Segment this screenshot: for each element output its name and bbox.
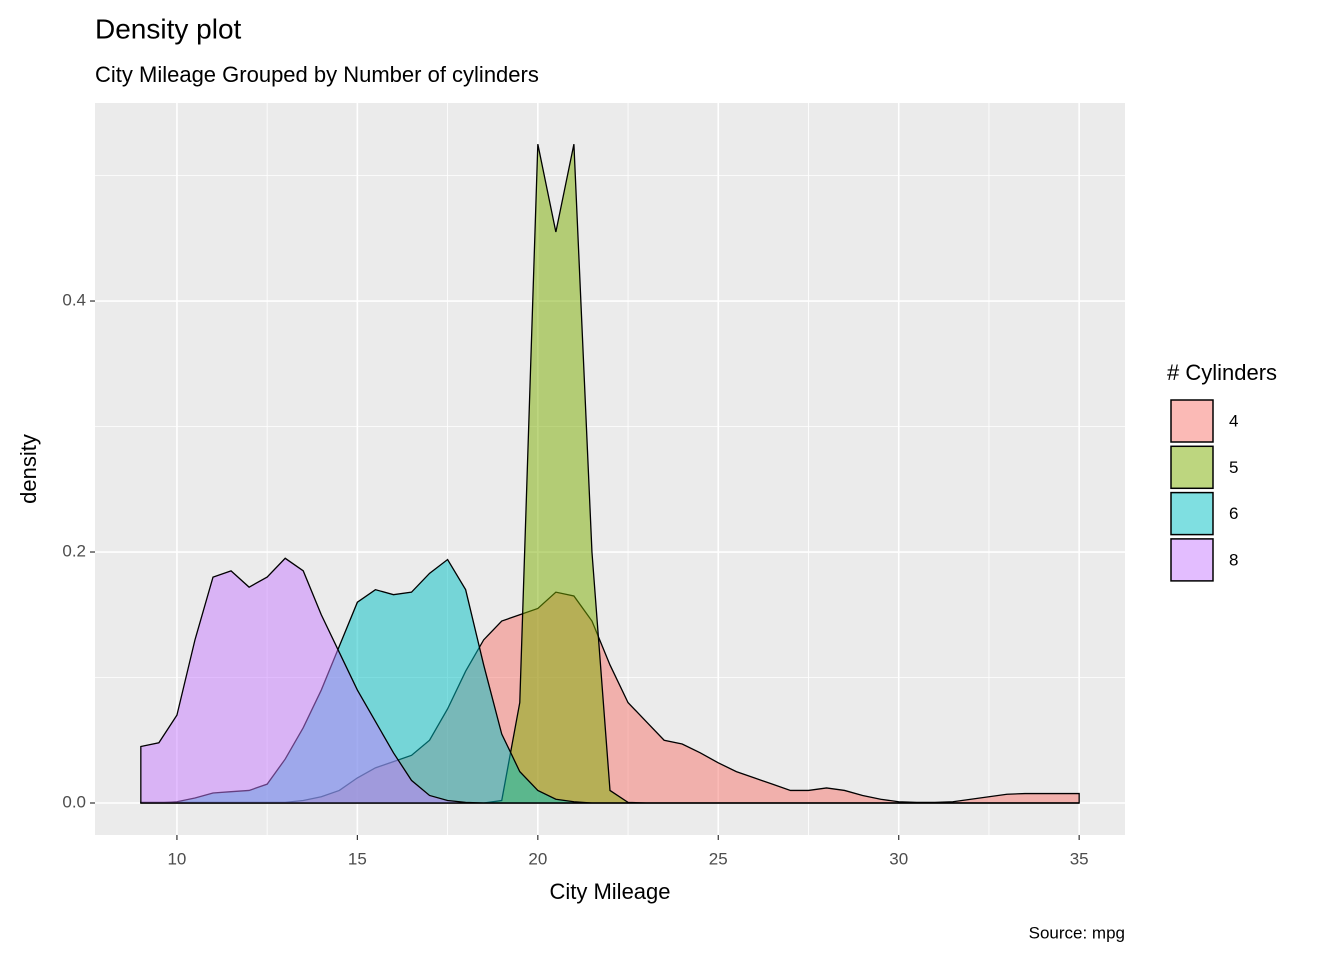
legend-label: 8 [1229,550,1238,569]
legend-key [1170,491,1214,536]
y-tick-label: 0.2 [62,541,86,560]
x-tick-label: 20 [528,849,547,868]
y-tick-label: 0.0 [62,792,86,811]
legend-label: 4 [1229,411,1238,430]
chart-title: Density plot [95,13,242,44]
y-axis-title: density [16,434,41,504]
legend-key [1170,445,1214,490]
x-tick-label: 35 [1070,849,1089,868]
x-tick-label: 15 [348,849,367,868]
caption: Source: mpg [1029,923,1125,942]
x-tick-label: 10 [167,849,186,868]
x-tick-label: 25 [709,849,728,868]
y-tick-label: 0.4 [62,291,86,310]
chart-subtitle: City Mileage Grouped by Number of cylind… [95,62,539,87]
density-area [140,557,1080,804]
legend-label: 5 [1229,458,1238,477]
x-axis-title: City Mileage [549,879,670,904]
legend-title: # Cylinders [1167,360,1277,385]
legend-key [1170,399,1214,443]
x-tick-label: 30 [889,849,908,868]
legend-label: 6 [1229,504,1238,523]
legend-key [1170,538,1214,582]
